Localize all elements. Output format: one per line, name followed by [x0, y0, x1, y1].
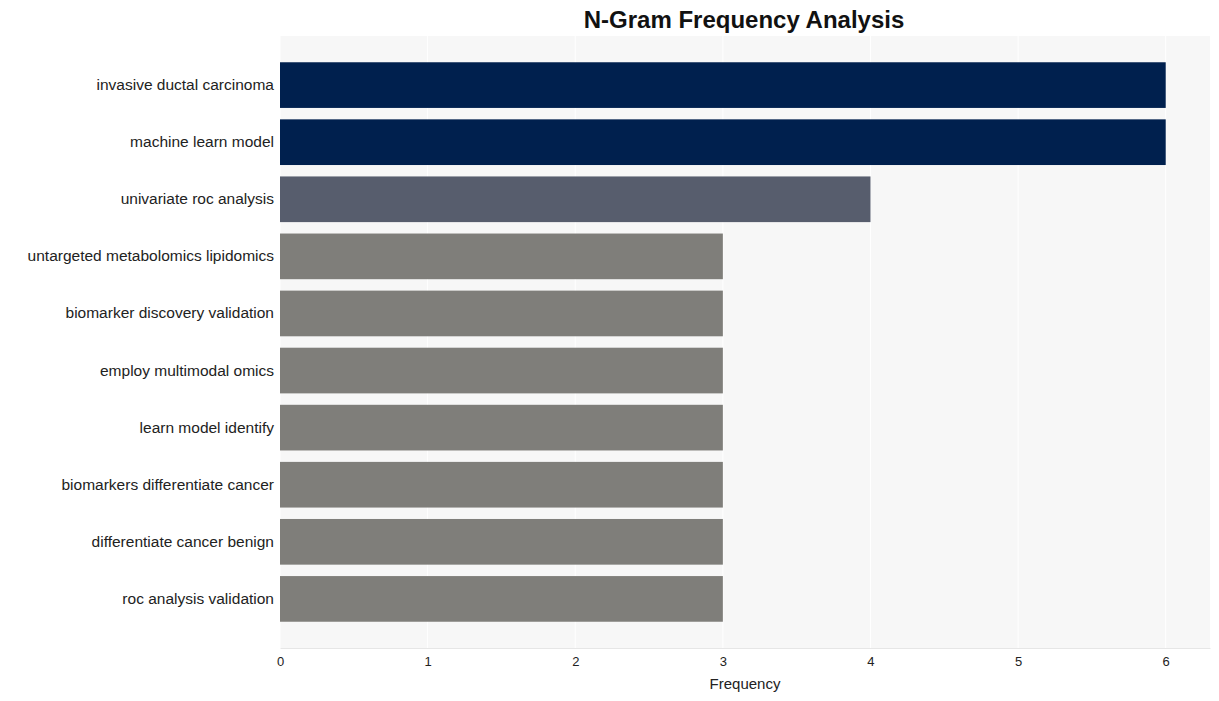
y-tick: biomarkers differentiate cancer [61, 476, 280, 493]
y-tick: roc analysis validation [122, 590, 280, 607]
x-tick: 5 [1015, 648, 1022, 669]
bar [280, 348, 723, 394]
x-tick: 2 [572, 648, 579, 669]
bar [280, 291, 723, 337]
y-tick-label: machine learn model [130, 133, 274, 150]
x-tick-label: 2 [572, 654, 579, 669]
x-tick-label: 3 [720, 654, 727, 669]
x-tick-label: 1 [425, 654, 432, 669]
x-tick-label: 0 [277, 654, 284, 669]
y-tick-label: univariate roc analysis [121, 190, 275, 207]
y-tick-label: untargeted metabolomics lipidomics [28, 247, 275, 264]
bar [280, 119, 1166, 165]
plot-background [280, 36, 1210, 648]
grid [280, 36, 1166, 648]
y-tick-label: employ multimodal omics [100, 362, 274, 379]
x-tick: 4 [867, 648, 874, 669]
y-tick: employ multimodal omics [100, 362, 280, 379]
bar [280, 462, 723, 508]
bars [280, 62, 1166, 621]
y-tick: univariate roc analysis [121, 190, 280, 207]
x-axis-line [281, 648, 1211, 649]
y-axis-line [280, 37, 281, 649]
x-tick: 0 [277, 648, 284, 669]
y-tick-label: differentiate cancer benign [92, 533, 274, 550]
bar [280, 234, 723, 280]
x-axis-title: Frequency [710, 675, 781, 692]
bar [280, 519, 723, 565]
y-tick: untargeted metabolomics lipidomics [28, 247, 280, 264]
bar [280, 405, 723, 451]
y-tick: learn model identify [140, 419, 280, 436]
bar [280, 176, 870, 222]
y-tick-label: invasive ductal carcinoma [97, 76, 275, 93]
x-tick: 1 [425, 648, 432, 669]
y-tick-label: roc analysis validation [122, 590, 274, 607]
y-tick-label: biomarker discovery validation [66, 304, 274, 321]
y-tick: machine learn model [130, 133, 280, 150]
x-axis: 0 1 2 3 4 5 6 [277, 648, 1211, 669]
y-tick: invasive ductal carcinoma [97, 76, 280, 93]
bar [280, 576, 723, 622]
y-tick-label: biomarkers differentiate cancer [61, 476, 274, 493]
x-tick: 6 [1163, 648, 1170, 669]
bar [280, 62, 1166, 108]
chart: 0 1 2 3 4 5 6 invasive ductal carcinoma machine … [0, 0, 1219, 701]
x-tick-label: 5 [1015, 654, 1022, 669]
y-tick: differentiate cancer benign [92, 533, 280, 550]
x-tick: 3 [720, 648, 727, 669]
title: N-Gram Frequency Analysis [584, 6, 905, 33]
x-tick-label: 4 [867, 654, 874, 669]
y-tick: biomarker discovery validation [66, 304, 280, 321]
x-tick-label: 6 [1163, 654, 1170, 669]
y-tick-label: learn model identify [140, 419, 275, 436]
y-axis: invasive ductal carcinoma machine learn m… [28, 37, 281, 649]
